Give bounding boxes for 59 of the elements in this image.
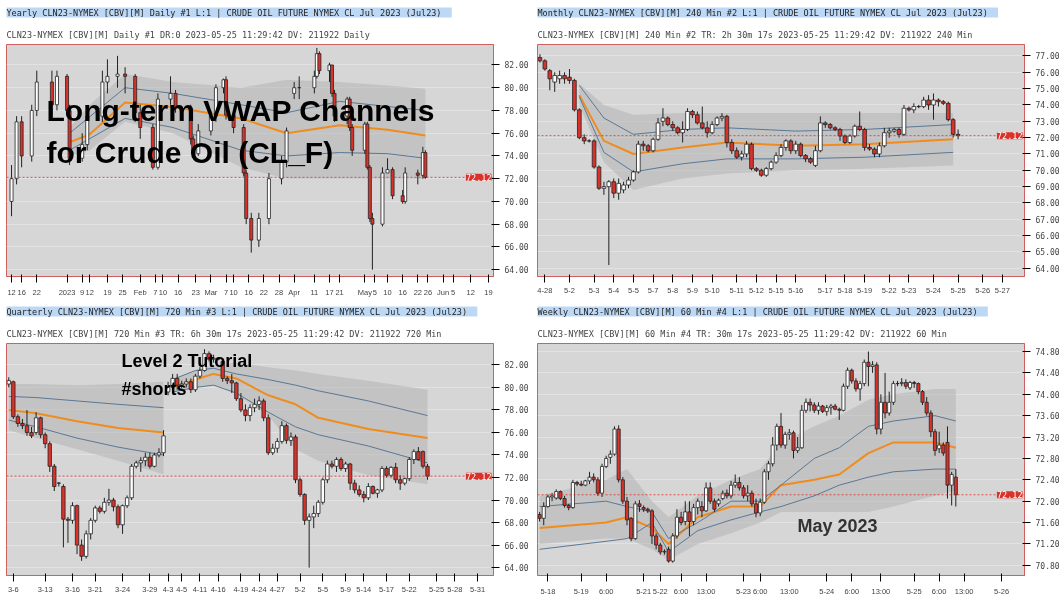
annotation: May 2023	[797, 515, 878, 536]
chart-subtitle: CLN23-NYMEX [CBV][M] Daily #1 DR:0 2023-05-25 11:29:42 DV: 211922 Daily	[6, 29, 370, 40]
y-tick-label: 73.20	[1035, 433, 1060, 443]
y-tick-label: 64.00	[1035, 264, 1060, 274]
y-tick-label: 72.40	[1035, 476, 1060, 486]
y-tick-label: 76.00	[504, 129, 529, 139]
y-tick-label: 64.00	[504, 564, 529, 574]
y-tick-label: 72.80	[1035, 454, 1060, 464]
y-tick-label: 72.00	[504, 474, 529, 484]
y-tick-label: 80.00	[504, 383, 529, 393]
y-tick-label: 70.00	[1035, 166, 1060, 176]
y-tick-label: 66.00	[504, 541, 529, 551]
y-tick-label: 78.00	[504, 406, 529, 416]
y-tick-label: 74.00	[504, 152, 529, 162]
y-tick-label: 69.00	[1035, 183, 1060, 193]
chart-subtitle: CLN23-NYMEX [CBV][M] 60 Min #4 TR: 30m 17s 2023-05-25 11:29:42 DV: 211922 60 Min	[537, 328, 947, 339]
chart-title: Yearly CLN23-NYMEX [CBV][M] Daily #1 L:1 | CRUDE OIL FUTURE NYMEX CL Jul 2023 (Jul23)	[6, 7, 442, 18]
y-tick-label: 71.20	[1035, 540, 1060, 550]
y-tick-label: 74.40	[1035, 369, 1060, 379]
y-tick-label: 65.00	[1035, 248, 1060, 258]
y-tick-label: 70.00	[504, 496, 529, 506]
y-tick-label: 71.60	[1035, 519, 1060, 529]
ref-line-label: 72.12	[465, 471, 492, 482]
y-tick-label: 78.00	[504, 106, 529, 116]
chart-subtitle: CLN23-NYMEX [CBV][M] 720 Min #3 TR: 6h 30m 17s 2023-05-25 11:29:42 DV: 211922 720 Min	[6, 328, 442, 339]
y-tick-label: 66.00	[1035, 232, 1060, 242]
y-tick-label: 67.00	[1035, 215, 1060, 225]
y-tick-label: 68.00	[504, 220, 529, 230]
chart-title: Monthly CLN23-NYMEX [CBV][M] 240 Min #2 L:1 | CRUDE OIL FUTURE NYMEX CL Jul 2023 (Jul23)	[537, 7, 988, 18]
y-tick-label: 68.00	[504, 519, 529, 529]
y-tick-label: 74.00	[1035, 101, 1060, 111]
y-tick-label: 76.00	[504, 428, 529, 438]
y-tick-label: 80.00	[504, 84, 529, 94]
y-tick-label: 73.00	[1035, 117, 1060, 127]
ref-line-label: 72.12	[465, 172, 492, 183]
y-tick-label: 74.80	[1035, 348, 1060, 358]
y-tick-label: 82.00	[504, 61, 529, 71]
chart-title: Weekly CLN23-NYMEX [CBV][M] 60 Min #4 L:1 | CRUDE OIL FUTURE NYMEX CL Jul 2023 (Jul23)	[537, 306, 978, 317]
chart-subtitle: CLN23-NYMEX [CBV][M] 240 Min #2 TR: 2h 30m 17s 2023-05-25 11:29:42 DV: 211922 240 Min	[537, 29, 973, 40]
y-tick-label: 68.00	[1035, 199, 1060, 209]
y-tick-label: 72.00	[1035, 134, 1060, 144]
y-tick-label: 82.00	[504, 361, 529, 371]
y-tick-label: 73.60	[1035, 412, 1060, 422]
annotation: #shorts	[121, 378, 187, 399]
y-tick-label: 70.00	[504, 197, 529, 207]
ref-line-label: 72.12	[996, 131, 1023, 142]
chart-title: Quarterly CLN23-NYMEX [CBV][M] 720 Min #3 L:1 | CRUDE OIL FUTURE NYMEX CL Jul 2023 (Jul23)	[6, 306, 468, 317]
ref-line-label: 72.12	[996, 490, 1023, 501]
y-tick-label: 75.00	[1035, 85, 1060, 95]
y-tick-label: 71.00	[1035, 150, 1060, 160]
y-tick-label: 66.00	[504, 243, 529, 253]
y-tick-label: 72.00	[1035, 497, 1060, 507]
y-tick-label: 64.00	[504, 266, 529, 276]
y-tick-label: 70.80	[1035, 561, 1060, 571]
y-tick-label: 72.00	[504, 175, 529, 185]
y-tick-label: 74.00	[1035, 390, 1060, 400]
y-tick-label: 74.00	[504, 451, 529, 461]
y-tick-label: 76.00	[1035, 68, 1060, 78]
y-tick-label: 77.00	[1035, 52, 1060, 62]
